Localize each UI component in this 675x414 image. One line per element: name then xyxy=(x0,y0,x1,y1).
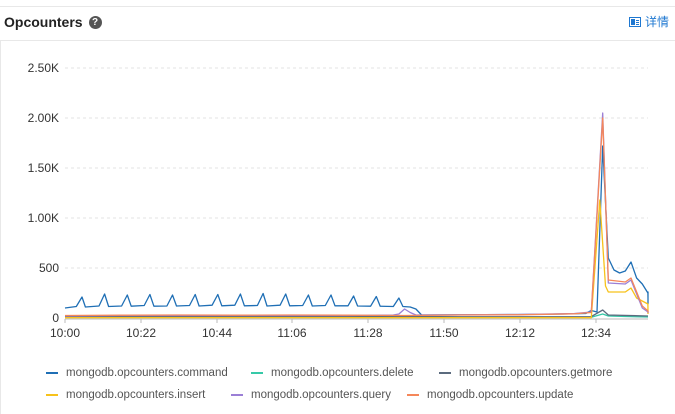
x-tick-label: 11:28 xyxy=(353,326,382,340)
legend-label: mongodb.opcounters.insert xyxy=(66,389,206,401)
x-tick-label: 10:22 xyxy=(126,326,156,340)
opcounters-chart: 0 500 1.00K 1.50K 2.00K 2.50K 10:00 10:22 10:44 1… xyxy=(28,61,649,340)
details-label: 详情 xyxy=(644,15,669,29)
legend-item-command[interactable]: mongodb.opcounters.command xyxy=(46,367,251,379)
legend-swatch xyxy=(46,394,58,396)
legend-label: mongodb.opcounters.getmore xyxy=(459,367,613,379)
y-tick-label: 500 xyxy=(39,261,59,275)
chart-legend: mongodb.opcounters.command mongodb.opcou… xyxy=(46,362,666,406)
legend-row: mongodb.opcounters.command mongodb.opcou… xyxy=(46,362,666,384)
legend-item-delete[interactable]: mongodb.opcounters.delete xyxy=(251,367,439,379)
x-tick-label: 10:00 xyxy=(50,326,80,340)
x-tick-label: 11:50 xyxy=(429,326,458,340)
x-tick-label: 12:12 xyxy=(505,326,535,340)
series-line-command xyxy=(64,145,649,316)
y-tick-label: 0 xyxy=(52,311,59,325)
details-link[interactable]: 详情 xyxy=(628,13,669,30)
series-line-insert xyxy=(65,199,649,319)
legend-row: mongodb.opcounters.insert mongodb.opcoun… xyxy=(46,384,666,406)
legend-label: mongodb.opcounters.delete xyxy=(271,367,414,379)
legend-swatch xyxy=(231,394,243,396)
panel-title: Opcounters xyxy=(4,14,83,30)
legend-label: mongodb.opcounters.update xyxy=(427,389,574,401)
series-line-update xyxy=(64,117,649,317)
top-divider xyxy=(0,6,675,7)
legend-item-update[interactable]: mongodb.opcounters.update xyxy=(407,389,573,401)
legend-item-insert[interactable]: mongodb.opcounters.insert xyxy=(46,389,231,401)
legend-label: mongodb.opcounters.query xyxy=(251,389,392,401)
x-tick-label: 11:06 xyxy=(277,326,306,340)
panel-header: Opcounters ? xyxy=(4,12,102,32)
y-tick-label: 1.00K xyxy=(28,211,59,225)
legend-swatch xyxy=(439,372,451,374)
legend-swatch xyxy=(251,372,263,374)
y-tick-label: 2.00K xyxy=(28,111,59,125)
series-line-query xyxy=(64,112,649,317)
help-icon[interactable]: ? xyxy=(88,15,102,29)
legend-label: mongodb.opcounters.command xyxy=(66,367,228,379)
legend-swatch xyxy=(46,372,58,374)
legend-swatch xyxy=(407,394,419,396)
chart-panel xyxy=(0,40,675,414)
y-tick-label: 2.50K xyxy=(28,61,59,75)
series-line-getmore xyxy=(65,309,649,318)
legend-item-getmore[interactable]: mongodb.opcounters.getmore xyxy=(439,367,612,379)
details-icon xyxy=(628,16,641,27)
y-tick-label: 1.50K xyxy=(28,161,59,175)
x-tick-label: 12:34 xyxy=(581,326,611,340)
x-tick-label: 10:44 xyxy=(202,326,232,340)
legend-item-query[interactable]: mongodb.opcounters.query xyxy=(231,389,407,401)
